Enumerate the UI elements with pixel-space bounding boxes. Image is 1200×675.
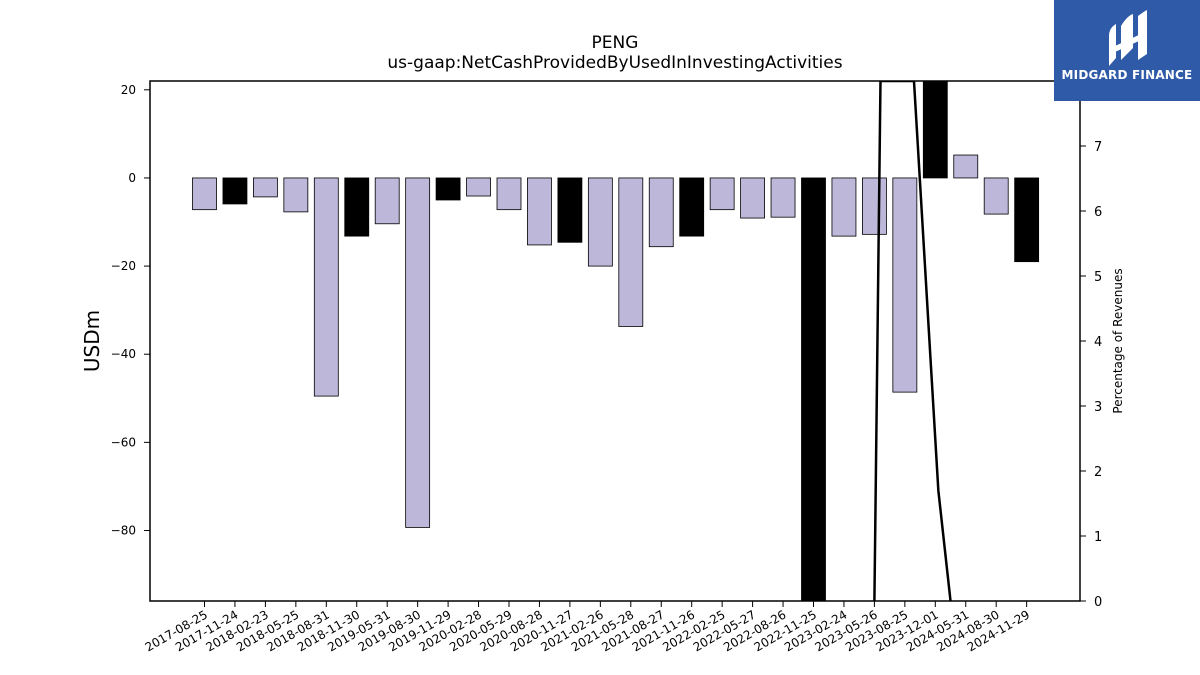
bar-2018-11-30 bbox=[344, 177, 370, 237]
bar-2019-11-29 bbox=[435, 177, 461, 201]
bar-2019-05-31 bbox=[374, 177, 400, 225]
bar-2024-08-30 bbox=[983, 177, 1009, 215]
bar-2021-02-26 bbox=[587, 177, 613, 267]
y-tick-label: −80 bbox=[111, 523, 136, 537]
bar-2020-02-28 bbox=[466, 177, 491, 197]
bar-2022-11-25 bbox=[801, 177, 826, 601]
bars-group bbox=[192, 81, 1040, 601]
y2-tick-label: 6 bbox=[1094, 205, 1102, 220]
y2-tick-label: 5 bbox=[1094, 270, 1102, 285]
bar-2024-05-31 bbox=[953, 154, 979, 179]
y2-tick-label: 7 bbox=[1094, 140, 1102, 155]
bar-2020-05-29 bbox=[496, 177, 522, 211]
y-tick-label: −40 bbox=[111, 347, 136, 361]
y2-tick-label: 0 bbox=[1094, 595, 1102, 610]
y2-tick-label: 2 bbox=[1094, 465, 1102, 480]
bar-2024-11-29 bbox=[1014, 177, 1040, 263]
y2-tick-label: 3 bbox=[1094, 400, 1102, 415]
bar-2021-05-28 bbox=[618, 177, 644, 327]
bar-2023-12-01 bbox=[922, 81, 948, 179]
brand-name: MIDGARD FINANCE bbox=[1061, 68, 1193, 82]
brand-logo: MIDGARD FINANCE bbox=[1054, 0, 1200, 101]
bar-2022-02-25 bbox=[709, 177, 735, 211]
bar-2021-11-26 bbox=[679, 177, 705, 237]
plot-area: 200−20−40−60−80012345672017-08-252017-11… bbox=[111, 80, 1102, 654]
bar-2020-08-28 bbox=[527, 177, 552, 246]
y2-axis-label: Percentage of Revenues bbox=[1111, 268, 1125, 413]
bar-2022-08-26 bbox=[770, 177, 796, 218]
bar-2023-05-26 bbox=[862, 177, 887, 235]
bar-2018-08-31 bbox=[313, 177, 339, 397]
y-tick-label: −60 bbox=[111, 435, 136, 449]
bar-2023-08-25 bbox=[892, 177, 918, 393]
bar-2019-08-30 bbox=[405, 177, 431, 528]
y2-tick-label: 1 bbox=[1094, 530, 1102, 545]
bar-2018-02-23 bbox=[252, 177, 278, 198]
bar-2020-11-27 bbox=[557, 177, 583, 243]
y-tick-label: −20 bbox=[111, 259, 136, 273]
percentage-line bbox=[873, 81, 952, 601]
chart-title: PENG bbox=[592, 33, 639, 53]
bar-2023-02-24 bbox=[831, 177, 857, 237]
bar-2017-08-25 bbox=[192, 177, 217, 211]
bar-2017-11-24 bbox=[222, 177, 248, 205]
y-tick-label: 20 bbox=[121, 83, 136, 97]
bar-2021-08-27 bbox=[648, 177, 674, 248]
bar-2018-05-25 bbox=[283, 177, 309, 213]
y-tick-label: 0 bbox=[128, 171, 136, 185]
y2-tick-label: 4 bbox=[1094, 335, 1102, 350]
chart-subtitle: us-gaap:NetCashProvidedByUsedInInvesting… bbox=[387, 53, 842, 73]
bar-2022-05-27 bbox=[740, 177, 765, 219]
y-axis-label: USDm bbox=[80, 310, 104, 372]
brand-mark-icon bbox=[1109, 10, 1147, 66]
